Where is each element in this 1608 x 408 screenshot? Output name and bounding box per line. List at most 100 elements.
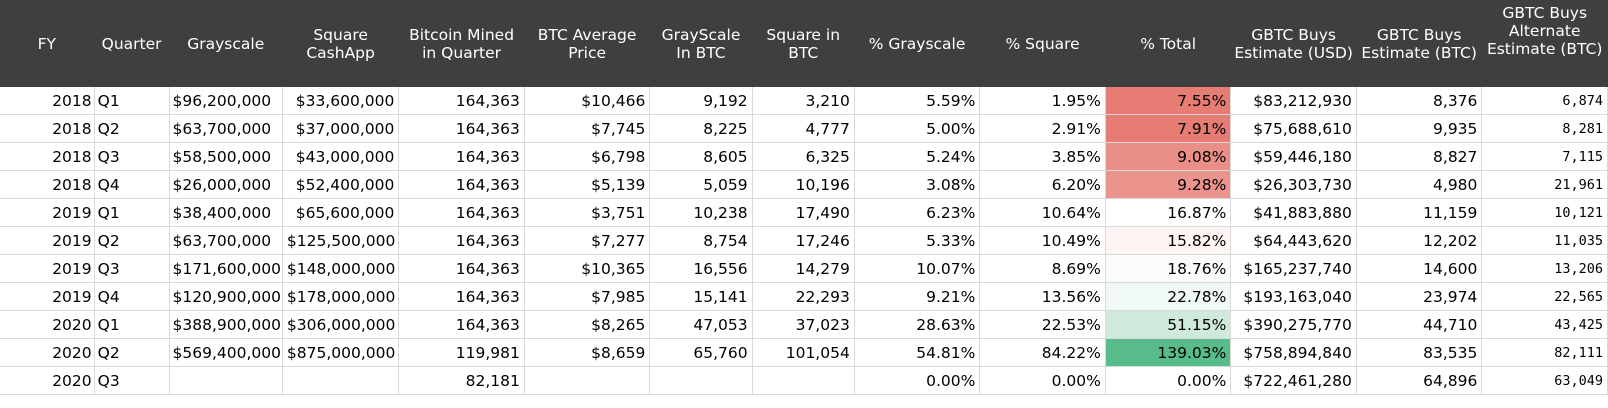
cell-square-cashapp[interactable]: $33,600,000 xyxy=(282,87,400,115)
cell-square-in-btc[interactable]: 17,490 xyxy=(752,198,855,227)
cell-gbtc-buys-btc[interactable]: 44,710 xyxy=(1356,310,1483,339)
cell-fy[interactable]: 2019 xyxy=(0,226,95,255)
column-header-gbtc-alternate-btc[interactable]: GBTC Buys Alternate Estimate (BTC) xyxy=(1481,0,1608,87)
cell-square-in-btc[interactable] xyxy=(752,366,855,395)
cell-gbtc-buys-usd[interactable]: $41,883,880 xyxy=(1230,198,1357,227)
cell-gbtc-alternate-btc[interactable]: 10,121 xyxy=(1481,198,1608,227)
cell-bitcoin-mined[interactable]: 119,981 xyxy=(398,338,525,367)
cell-grayscale[interactable]: $120,900,000 xyxy=(169,282,283,311)
cell-square-cashapp[interactable]: $306,000,000 xyxy=(282,310,400,339)
cell-pct-total[interactable]: 51.15% xyxy=(1105,310,1232,339)
column-header-gbtc-buys-btc[interactable]: GBTC Buys Estimate (BTC) xyxy=(1356,0,1483,87)
cell-btc-average-price[interactable]: $8,659 xyxy=(524,338,651,367)
cell-gbtc-buys-btc[interactable]: 9,935 xyxy=(1356,114,1483,143)
cell-grayscale[interactable]: $96,200,000 xyxy=(169,87,283,115)
cell-pct-square[interactable]: 3.85% xyxy=(979,142,1106,171)
cell-grayscale[interactable]: $38,400,000 xyxy=(169,198,283,227)
cell-gbtc-buys-btc[interactable]: 8,827 xyxy=(1356,142,1483,171)
cell-gbtc-alternate-btc[interactable]: 7,115 xyxy=(1481,142,1608,171)
cell-grayscale[interactable] xyxy=(169,366,283,395)
cell-grayscale[interactable]: $569,400,000 xyxy=(169,338,283,367)
cell-gbtc-alternate-btc[interactable]: 6,874 xyxy=(1481,87,1608,115)
cell-gbtc-buys-usd[interactable]: $193,163,040 xyxy=(1230,282,1357,311)
cell-btc-average-price[interactable]: $7,277 xyxy=(524,226,651,255)
cell-bitcoin-mined[interactable]: 164,363 xyxy=(398,198,525,227)
cell-pct-total[interactable]: 0.00% xyxy=(1105,366,1232,395)
cell-square-in-btc[interactable]: 10,196 xyxy=(752,170,855,199)
cell-gbtc-alternate-btc[interactable]: 63,049 xyxy=(1481,366,1608,395)
column-header-grayscale-in-btc[interactable]: GrayScale In BTC xyxy=(649,0,753,87)
cell-fy[interactable]: 2019 xyxy=(0,282,95,311)
cell-gbtc-buys-usd[interactable]: $64,443,620 xyxy=(1230,226,1357,255)
cell-grayscale-in-btc[interactable]: 8,754 xyxy=(649,226,753,255)
cell-grayscale[interactable]: $26,000,000 xyxy=(169,170,283,199)
cell-fy[interactable]: 2020 xyxy=(0,310,95,339)
column-header-pct-total[interactable]: % Total xyxy=(1105,0,1232,87)
column-header-fy[interactable]: FY xyxy=(0,0,95,87)
cell-grayscale[interactable]: $63,700,000 xyxy=(169,226,283,255)
cell-gbtc-buys-btc[interactable]: 11,159 xyxy=(1356,198,1483,227)
cell-bitcoin-mined[interactable]: 164,363 xyxy=(398,226,525,255)
cell-fy[interactable]: 2019 xyxy=(0,254,95,283)
cell-grayscale-in-btc[interactable]: 10,238 xyxy=(649,198,753,227)
cell-pct-square[interactable]: 8.69% xyxy=(979,254,1106,283)
cell-pct-square[interactable]: 13.56% xyxy=(979,282,1106,311)
cell-pct-square[interactable]: 84.22% xyxy=(979,338,1106,367)
cell-gbtc-buys-btc[interactable]: 4,980 xyxy=(1356,170,1483,199)
cell-gbtc-buys-usd[interactable]: $83,212,930 xyxy=(1230,87,1357,115)
cell-pct-grayscale[interactable]: 6.23% xyxy=(854,198,981,227)
cell-btc-average-price[interactable]: $7,985 xyxy=(524,282,651,311)
cell-square-cashapp[interactable]: $37,000,000 xyxy=(282,114,400,143)
cell-gbtc-alternate-btc[interactable]: 22,565 xyxy=(1481,282,1608,311)
cell-fy[interactable]: 2018 xyxy=(0,170,95,199)
cell-square-in-btc[interactable]: 37,023 xyxy=(752,310,855,339)
cell-quarter[interactable]: Q1 xyxy=(94,198,170,227)
cell-grayscale-in-btc[interactable]: 47,053 xyxy=(649,310,753,339)
cell-pct-grayscale[interactable]: 5.33% xyxy=(854,226,981,255)
cell-fy[interactable]: 2018 xyxy=(0,87,95,115)
cell-pct-total[interactable]: 9.08% xyxy=(1105,142,1232,171)
cell-square-in-btc[interactable]: 3,210 xyxy=(752,87,855,115)
cell-square-cashapp[interactable]: $65,600,000 xyxy=(282,198,400,227)
column-header-gbtc-buys-usd[interactable]: GBTC Buys Estimate (USD) xyxy=(1230,0,1357,87)
cell-bitcoin-mined[interactable]: 164,363 xyxy=(398,170,525,199)
cell-quarter[interactable]: Q3 xyxy=(94,142,170,171)
cell-bitcoin-mined[interactable]: 164,363 xyxy=(398,254,525,283)
cell-pct-grayscale[interactable]: 3.08% xyxy=(854,170,981,199)
cell-square-in-btc[interactable]: 22,293 xyxy=(752,282,855,311)
cell-gbtc-buys-usd[interactable]: $165,237,740 xyxy=(1230,254,1357,283)
cell-square-cashapp[interactable] xyxy=(282,366,400,395)
cell-pct-square[interactable]: 6.20% xyxy=(979,170,1106,199)
cell-gbtc-buys-btc[interactable]: 23,974 xyxy=(1356,282,1483,311)
cell-pct-total[interactable]: 139.03% xyxy=(1105,338,1232,367)
cell-gbtc-buys-usd[interactable]: $722,461,280 xyxy=(1230,366,1357,395)
cell-gbtc-alternate-btc[interactable]: 43,425 xyxy=(1481,310,1608,339)
cell-pct-square[interactable]: 0.00% xyxy=(979,366,1106,395)
cell-quarter[interactable]: Q1 xyxy=(94,310,170,339)
cell-square-in-btc[interactable]: 17,246 xyxy=(752,226,855,255)
cell-pct-grayscale[interactable]: 0.00% xyxy=(854,366,981,395)
cell-pct-grayscale[interactable]: 5.24% xyxy=(854,142,981,171)
cell-pct-square[interactable]: 2.91% xyxy=(979,114,1106,143)
cell-gbtc-alternate-btc[interactable]: 13,206 xyxy=(1481,254,1608,283)
cell-pct-grayscale[interactable]: 54.81% xyxy=(854,338,981,367)
column-header-square-in-btc[interactable]: Square in BTC xyxy=(752,0,855,87)
cell-pct-grayscale[interactable]: 10.07% xyxy=(854,254,981,283)
cell-grayscale-in-btc[interactable]: 15,141 xyxy=(649,282,753,311)
cell-gbtc-buys-btc[interactable]: 83,535 xyxy=(1356,338,1483,367)
column-header-pct-grayscale[interactable]: % Grayscale xyxy=(854,0,981,87)
column-header-grayscale[interactable]: Grayscale xyxy=(169,0,283,87)
cell-square-in-btc[interactable]: 6,325 xyxy=(752,142,855,171)
cell-grayscale-in-btc[interactable]: 5,059 xyxy=(649,170,753,199)
cell-quarter[interactable]: Q2 xyxy=(94,226,170,255)
cell-btc-average-price[interactable]: $10,466 xyxy=(524,87,651,115)
cell-grayscale[interactable]: $63,700,000 xyxy=(169,114,283,143)
cell-grayscale[interactable]: $58,500,000 xyxy=(169,142,283,171)
cell-square-cashapp[interactable]: $178,000,000 xyxy=(282,282,400,311)
cell-gbtc-buys-btc[interactable]: 64,896 xyxy=(1356,366,1483,395)
cell-pct-total[interactable]: 9.28% xyxy=(1105,170,1232,199)
cell-quarter[interactable]: Q4 xyxy=(94,282,170,311)
cell-gbtc-buys-btc[interactable]: 8,376 xyxy=(1356,87,1483,115)
cell-pct-square[interactable]: 10.49% xyxy=(979,226,1106,255)
cell-grayscale-in-btc[interactable]: 16,556 xyxy=(649,254,753,283)
